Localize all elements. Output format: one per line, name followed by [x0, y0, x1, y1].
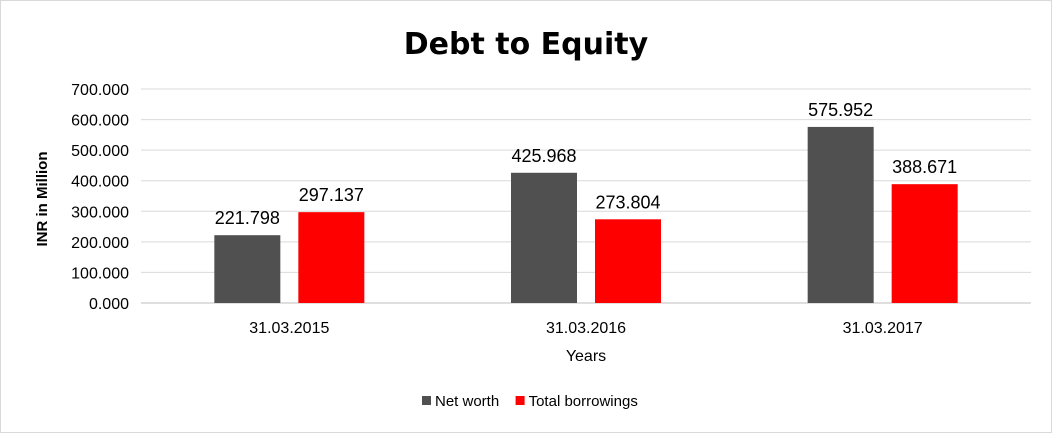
legend: Net worth Total borrowings — [422, 393, 638, 410]
y-tick-label: 300.000 — [71, 204, 129, 221]
x-tick-label: 31.03.2016 — [546, 320, 626, 337]
y-tick-label: 0.000 — [89, 296, 129, 313]
data-label: 425.968 — [511, 146, 576, 166]
bar — [298, 212, 365, 303]
y-tick-label: 400.000 — [71, 174, 129, 191]
y-axis-ticks: 0.000 100.000 200.000 300.000 400.000 500.000… — [71, 82, 129, 313]
y-axis-title: INR in Million — [34, 152, 51, 247]
y-tick-label: 100.000 — [71, 265, 129, 282]
data-label: 221.798 — [215, 208, 280, 228]
y-tick-label: 700.000 — [71, 82, 129, 99]
bar — [214, 235, 281, 303]
bar — [595, 219, 661, 303]
bar — [807, 126, 874, 303]
y-tick-label: 600.000 — [71, 113, 129, 130]
x-tick-label: 31.03.2017 — [843, 320, 923, 337]
x-axis-ticks: 31.03.2015 31.03.2016 31.03.2017 — [249, 320, 923, 337]
y-tick-label: 200.000 — [71, 235, 129, 252]
data-labels: 221.798 297.137 425.968 273.804 575.952 388.6… — [215, 100, 957, 228]
legend-label: Net worth — [435, 393, 499, 410]
legend-swatch — [515, 396, 525, 405]
x-tick-label: 31.03.2015 — [249, 320, 329, 337]
legend-label: Total borrowings — [529, 393, 638, 410]
bar — [891, 184, 958, 303]
bars — [214, 126, 958, 303]
y-tick-label: 500.000 — [71, 143, 129, 160]
data-label: 575.952 — [808, 100, 873, 120]
data-label: 388.671 — [892, 157, 957, 177]
data-label: 297.137 — [299, 185, 364, 205]
bar — [511, 172, 577, 303]
x-axis-title: Years — [566, 348, 606, 365]
chart-title: Debt to Equity — [404, 27, 649, 62]
data-label: 273.804 — [595, 192, 660, 212]
legend-swatch — [422, 396, 431, 405]
gridlines — [141, 88, 1031, 304]
